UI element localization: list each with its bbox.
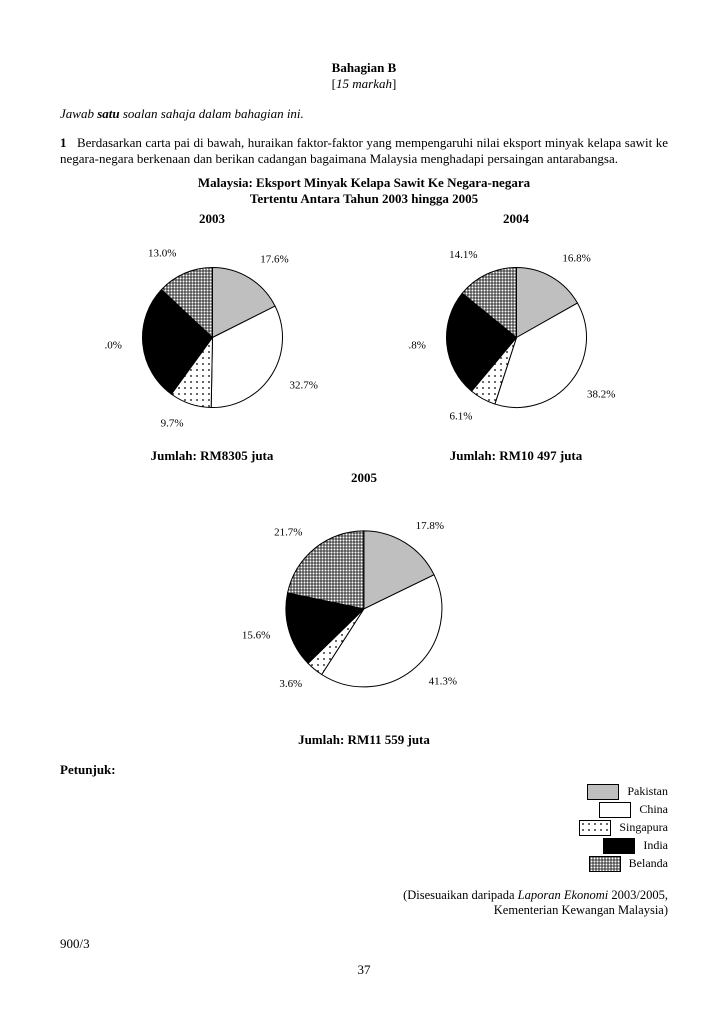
slice-label-belanda: 14.1% <box>449 249 477 261</box>
question-text: 1 Berdasarkan carta pai di bawah, huraik… <box>60 135 668 167</box>
legend-title: Petunjuk: <box>60 762 668 778</box>
chart-heading: Malaysia: Eksport Minyak Kelapa Sawit Ke… <box>60 175 668 207</box>
slice-label-pakistan: 17.6% <box>260 254 288 266</box>
slice-label-china: 41.3% <box>429 675 457 687</box>
charts-row-top: 2003 17.6% 32.7% 9.7% 27.0% 13.0% Jumlah: RM… <box>60 211 668 464</box>
paper-code: 900/3 <box>60 936 668 952</box>
instr-prefix: Jawab <box>60 106 97 121</box>
slice-label-india: 27.0% <box>104 340 122 352</box>
question-number: 1 <box>60 135 67 150</box>
legend-label-pakistan: Pakistan <box>627 784 668 799</box>
pie-2004: 16.8% 38.2% 6.1% 24.8% 14.1% <box>408 229 625 446</box>
chart-2003: 2003 17.6% 32.7% 9.7% 27.0% 13.0% Jumlah: RM… <box>104 211 321 464</box>
marks-value: 15 markah <box>336 76 392 91</box>
source-pre: (Disesuaikan daripada <box>403 888 518 902</box>
source-post: 2003/2005, <box>608 888 668 902</box>
legend-item-singapura: Singapura <box>76 820 668 836</box>
pie-2005: 17.8% 41.3% 3.6% 15.6% 21.7% <box>243 488 485 730</box>
slice-label-singapura: 9.7% <box>160 417 183 429</box>
source-citation: (Disesuaikan daripada Laporan Ekonomi 20… <box>60 888 668 918</box>
charts-row-bottom: 2005 17.8% 41.3% 3.6% 15.6% 21.7% Jumlah: RM… <box>60 470 668 748</box>
slice-label-china: 38.2% <box>586 389 614 401</box>
slice-label-singapura: 3.6% <box>279 678 302 690</box>
legend-item-india: India <box>76 838 668 854</box>
marks-label: [15 markah] <box>332 76 397 91</box>
legend-label-china: China <box>639 802 668 817</box>
chart-heading-l2: Tertentu Antara Tahun 2003 hingga 2005 <box>250 191 478 206</box>
instr-suffix: soalan sahaja dalam bahagian ini. <box>120 106 304 121</box>
legend-label-singapura: Singapura <box>619 820 668 835</box>
year-label-2003: 2003 <box>104 211 321 227</box>
legend-swatch-pakistan <box>587 784 619 800</box>
pie-2003: 17.6% 32.7% 9.7% 27.0% 13.0% <box>104 229 321 446</box>
year-label-2005: 2005 <box>243 470 485 486</box>
slice-label-india: 24.8% <box>408 340 426 352</box>
legend-item-pakistan: Pakistan <box>76 784 668 800</box>
total-2005: Jumlah: RM11 559 juta <box>243 732 485 748</box>
slice-label-belanda: 21.7% <box>274 527 302 539</box>
year-label-2004: 2004 <box>408 211 625 227</box>
total-2004: Jumlah: RM10 497 juta <box>408 448 625 464</box>
section-title: Bahagian B <box>332 60 397 75</box>
legend-swatch-singapura <box>579 820 611 836</box>
legend-swatch-belanda <box>589 856 621 872</box>
legend-swatch-india <box>603 838 635 854</box>
slice-label-singapura: 6.1% <box>449 411 472 423</box>
source-italic: Laporan Ekonomi <box>518 888 609 902</box>
chart-2005: 2005 17.8% 41.3% 3.6% 15.6% 21.7% Jumlah: RM… <box>243 470 485 748</box>
instruction: Jawab satu soalan sahaja dalam bahagian … <box>60 106 668 122</box>
slice-label-china: 32.7% <box>289 380 317 392</box>
slice-label-pakistan: 16.8% <box>562 252 590 264</box>
legend-item-china: China <box>76 802 668 818</box>
slice-label-india: 15.6% <box>243 630 270 642</box>
chart-heading-l1: Malaysia: Eksport Minyak Kelapa Sawit Ke… <box>198 175 530 190</box>
page-number: 37 <box>60 962 668 978</box>
legend-item-belanda: Belanda <box>76 856 668 872</box>
legend-swatch-china <box>599 802 631 818</box>
legend-label-india: India <box>643 838 668 853</box>
question-body: Berdasarkan carta pai di bawah, huraikan… <box>60 135 668 166</box>
source-l2: Kementerian Kewangan Malaysia) <box>494 903 668 917</box>
instr-bold: satu <box>97 106 119 121</box>
slice-label-pakistan: 17.8% <box>416 520 444 532</box>
slice-label-belanda: 13.0% <box>147 248 175 260</box>
chart-2004: 2004 16.8% 38.2% 6.1% 24.8% 14.1% Jumlah: RM… <box>408 211 625 464</box>
legend: Pakistan China Singapura India Belanda <box>76 784 668 872</box>
legend-label-belanda: Belanda <box>629 856 668 871</box>
total-2003: Jumlah: RM8305 juta <box>104 448 321 464</box>
